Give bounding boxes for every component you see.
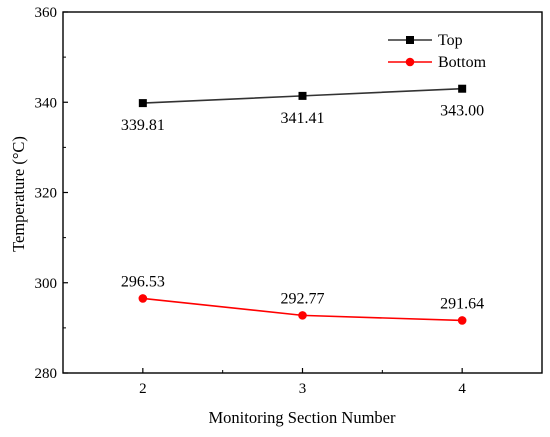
x-axis-label: Monitoring Section Number bbox=[209, 408, 396, 427]
data-label-bottom: 292.77 bbox=[281, 290, 325, 307]
y-tick-label: 340 bbox=[35, 95, 58, 111]
data-label-bottom: 296.53 bbox=[121, 273, 165, 290]
y-tick-label: 360 bbox=[35, 5, 58, 21]
x-tick-label: 3 bbox=[299, 381, 307, 397]
data-label-top: 341.41 bbox=[281, 110, 325, 127]
legend-label-bottom: Bottom bbox=[438, 54, 487, 71]
y-tick-label: 320 bbox=[35, 186, 58, 202]
data-label-top: 339.81 bbox=[121, 117, 165, 134]
data-label-bottom: 291.64 bbox=[440, 295, 484, 312]
data-point-bottom bbox=[138, 294, 148, 303]
legend-marker-top bbox=[406, 36, 414, 44]
y-tick-label: 280 bbox=[35, 366, 58, 382]
legend-marker-bottom bbox=[405, 57, 415, 67]
data-point-top bbox=[458, 84, 467, 93]
data-point-bottom bbox=[457, 316, 467, 325]
data-point-top bbox=[298, 91, 307, 100]
data-label-top: 343.00 bbox=[440, 103, 484, 120]
y-axis-label: Temperature (°C) bbox=[9, 136, 28, 252]
legend-label-top: Top bbox=[438, 32, 463, 49]
data-point-bottom bbox=[298, 311, 307, 320]
y-tick-label: 300 bbox=[35, 276, 58, 292]
x-tick-label: 4 bbox=[458, 381, 466, 397]
x-tick-label: 2 bbox=[139, 381, 147, 397]
data-point-top bbox=[138, 99, 147, 108]
